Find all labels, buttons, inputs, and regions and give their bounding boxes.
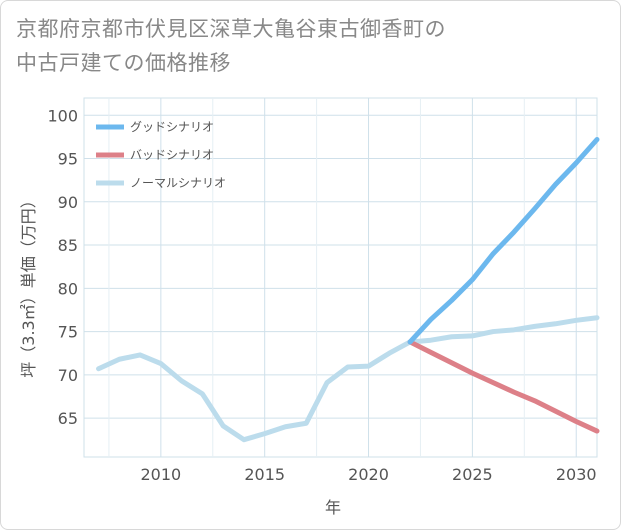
series-line-1 <box>407 339 600 434</box>
chart-title: 京都府京都市伏見区深草大亀谷東古御香町の 中古戸建ての価格推移 <box>16 12 606 80</box>
legend-label: グッドシナリオ <box>130 120 214 134</box>
y-tick-label: 95 <box>58 150 78 169</box>
y-tick-label: 70 <box>58 366 78 385</box>
tick-labels: 65 70 75 80 85 90 95 100 2010 2015 2020 2025 2030 <box>47 106 596 484</box>
series-lines <box>96 137 600 443</box>
legend-label: ノーマルシナリオ <box>130 176 226 190</box>
y-tick-label: 65 <box>58 409 78 428</box>
y-axis-title: 坪（3.3㎡）単価（万円） <box>19 192 38 377</box>
y-tick-label: 80 <box>58 279 78 298</box>
series-line-2 <box>96 315 600 443</box>
x-tick-label: 2020 <box>348 465 389 484</box>
legend-label: バッドシナリオ <box>130 148 214 162</box>
chart-title-line-1: 京都府京都市伏見区深草大亀谷東古御香町の <box>16 17 446 41</box>
plot-area-border <box>83 97 598 458</box>
y-tick-label: 100 <box>47 106 78 125</box>
y-tick-label: 85 <box>58 236 78 255</box>
x-axis-title: 年 <box>325 498 341 517</box>
y-tick-label: 75 <box>58 323 78 342</box>
series-line-0 <box>407 137 600 345</box>
x-tick-label: 2025 <box>452 465 493 484</box>
x-tick-label: 2010 <box>140 465 181 484</box>
grid-lines <box>83 97 598 458</box>
y-tick-label: 90 <box>58 193 78 212</box>
x-tick-label: 2015 <box>244 465 285 484</box>
x-tick-label: 2030 <box>556 465 597 484</box>
chart-title-line-2: 中古戸建ての価格推移 <box>16 51 231 75</box>
